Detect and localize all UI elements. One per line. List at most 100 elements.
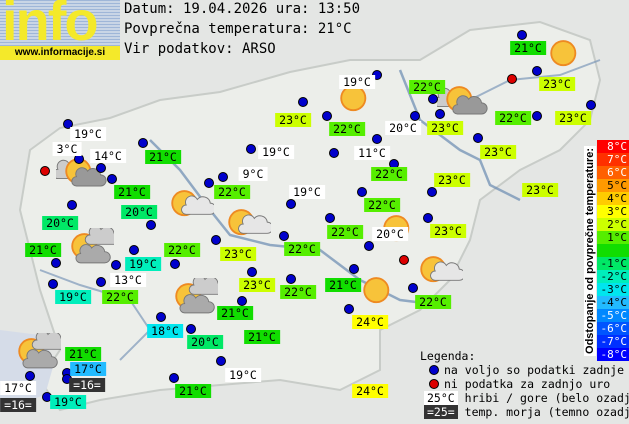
legend-missing: ni podatka za zadnjo uro: [444, 377, 611, 391]
station-dot[interactable]: [138, 138, 148, 148]
scale-step: [597, 244, 629, 257]
temp-label: 23°C: [275, 113, 311, 127]
station-dot[interactable]: [25, 371, 35, 381]
station-dot[interactable]: [423, 213, 433, 223]
partly-cloudy-icon: [219, 204, 274, 248]
scale-step: 5°C: [597, 179, 629, 192]
station-dot[interactable]: [156, 312, 166, 322]
scale-step: -3°C: [597, 283, 629, 296]
station-dot[interactable]: [96, 277, 106, 287]
date-line: Datum: 19.04.2026 ura: 13:50: [124, 1, 361, 17]
station-dot[interactable]: [286, 199, 296, 209]
temp-label: 22°C: [214, 185, 250, 199]
station-missing-dot[interactable]: [507, 74, 517, 84]
logo-url[interactable]: www.informacije.si: [0, 46, 120, 60]
temp-label: 22°C: [415, 295, 451, 309]
logo[interactable]: info www.informacije.si: [0, 0, 120, 60]
temp-label: 20°C: [42, 216, 78, 230]
station-dot[interactable]: [427, 187, 437, 197]
mountain-temp-label: 13°C: [110, 273, 146, 287]
station-dot[interactable]: [325, 213, 335, 223]
station-dot[interactable]: [204, 178, 214, 188]
station-dot[interactable]: [237, 296, 247, 306]
scale-step: 1°C: [597, 231, 629, 244]
temp-label: 21°C: [325, 278, 361, 292]
station-dot[interactable]: [170, 259, 180, 269]
temp-label: 23°C: [539, 77, 575, 91]
scale-step: 2°C: [597, 218, 629, 231]
station-dot[interactable]: [586, 100, 596, 110]
station-dot[interactable]: [247, 267, 257, 277]
temp-label: 23°C: [430, 224, 466, 238]
mountain-temp-label: 17°C: [0, 381, 36, 395]
temp-label: 21°C: [510, 41, 546, 55]
temp-label: 22°C: [495, 111, 531, 125]
station-dot[interactable]: [279, 231, 289, 241]
temp-label: 17°C: [70, 362, 106, 376]
station-dot[interactable]: [218, 172, 228, 182]
partly-cloudy-icon: [411, 251, 466, 295]
station-dot[interactable]: [146, 220, 156, 230]
legend: Legenda: na voljo so podatki zadnje ure …: [420, 349, 629, 419]
partly-cloudy-dark-icon: [52, 153, 108, 197]
temp-label: 22°C: [164, 243, 200, 257]
partly-cloudy-icon: [162, 185, 217, 229]
temp-label: 24°C: [352, 315, 388, 329]
temp-label: 20°C: [121, 205, 157, 219]
station-dot[interactable]: [410, 111, 420, 121]
temp-label: 22°C: [364, 198, 400, 212]
scale-step: -2°C: [597, 270, 629, 283]
station-dot[interactable]: [107, 174, 117, 184]
temp-label: 21°C: [114, 185, 150, 199]
partly-cloudy-two-icon: [166, 275, 224, 322]
station-dot[interactable]: [329, 148, 339, 158]
station-dot[interactable]: [63, 119, 73, 129]
station-dot[interactable]: [357, 187, 367, 197]
station-dot[interactable]: [48, 279, 58, 289]
station-dot[interactable]: [211, 235, 221, 245]
scale-step: 4°C: [597, 192, 629, 205]
temp-label: 22°C: [327, 225, 363, 239]
station-dot[interactable]: [216, 356, 226, 366]
temp-label: 23°C: [480, 145, 516, 159]
station-dot[interactable]: [344, 304, 354, 314]
station-dot[interactable]: [532, 66, 542, 76]
temp-label: 19°C: [50, 395, 86, 409]
station-dot[interactable]: [322, 111, 332, 121]
station-missing-dot[interactable]: [399, 255, 409, 265]
station-dot[interactable]: [408, 283, 418, 293]
station-dot[interactable]: [532, 111, 542, 121]
station-dot[interactable]: [246, 144, 256, 154]
temp-label: 23°C: [427, 121, 463, 135]
station-dot[interactable]: [129, 245, 139, 255]
partly-cloudy-two-icon: [9, 330, 67, 377]
station-dot[interactable]: [51, 258, 61, 268]
legend-sea-text: temp. morja (temno ozadje): [464, 405, 629, 419]
station-dot[interactable]: [298, 97, 308, 107]
station-missing-dot[interactable]: [40, 166, 50, 176]
station-dot[interactable]: [372, 134, 382, 144]
partly-cloudy-two-icon: [62, 225, 120, 272]
legend-available: na voljo so podatki zadnje ure: [444, 363, 629, 377]
station-dot[interactable]: [186, 324, 196, 334]
scale-step: 7°C: [597, 153, 629, 166]
mountain-temp-label: 19°C: [339, 75, 375, 89]
station-dot[interactable]: [111, 260, 121, 270]
station-dot[interactable]: [349, 264, 359, 274]
station-dot[interactable]: [473, 133, 483, 143]
scale-step: -7°C: [597, 335, 629, 348]
station-dot[interactable]: [286, 274, 296, 284]
station-dot[interactable]: [435, 109, 445, 119]
sea-temp-label: =16=: [69, 378, 105, 392]
station-dot[interactable]: [364, 241, 374, 251]
station-dot[interactable]: [96, 163, 106, 173]
mountain-temp-label: 19°C: [225, 368, 261, 382]
scale-step: -8°C: [597, 348, 629, 361]
temp-label: 24°C: [352, 384, 388, 398]
mountain-temp-label: 3°C: [52, 142, 82, 156]
station-dot[interactable]: [169, 373, 179, 383]
station-dot[interactable]: [67, 200, 77, 210]
mountain-temp-label: 19°C: [258, 145, 294, 159]
station-dot[interactable]: [428, 94, 438, 104]
station-dot[interactable]: [517, 30, 527, 40]
